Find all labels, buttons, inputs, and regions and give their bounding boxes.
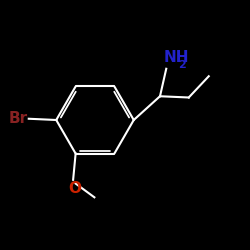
Text: O: O <box>68 181 81 196</box>
Text: 2: 2 <box>178 60 186 70</box>
Text: NH: NH <box>164 50 189 65</box>
Text: Br: Br <box>8 111 28 126</box>
